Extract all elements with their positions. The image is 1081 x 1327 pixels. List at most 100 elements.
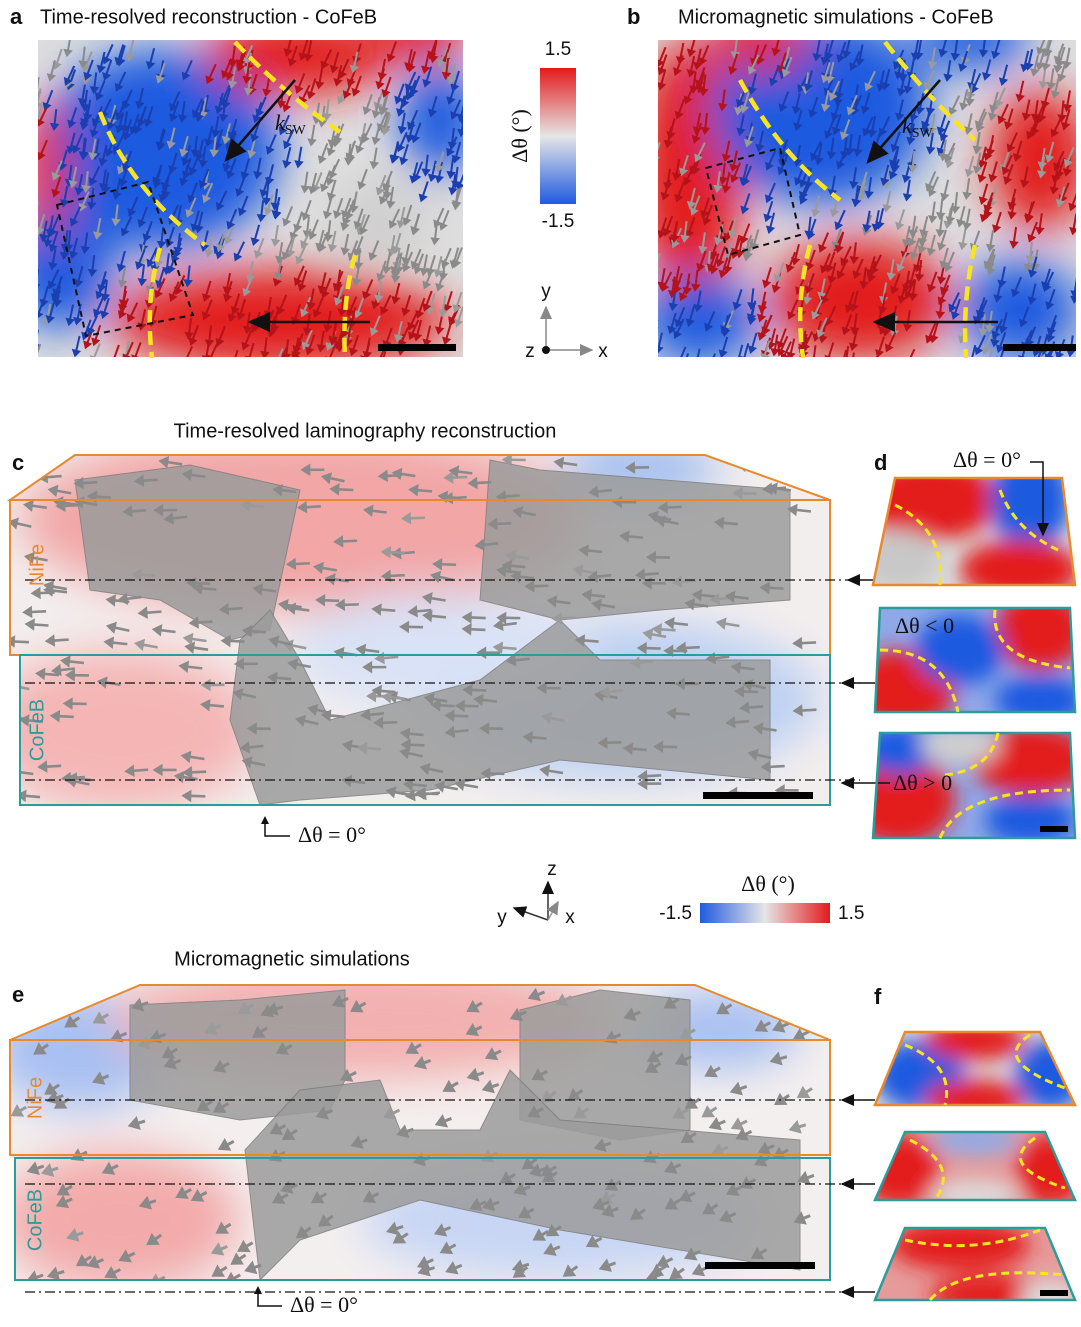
moment-arrow-head xyxy=(1042,366,1052,374)
moment-arrow-head xyxy=(31,356,40,365)
moment-arrow-head xyxy=(649,148,658,156)
axis-label: x xyxy=(565,907,575,928)
map xyxy=(635,10,1081,375)
scale-bar xyxy=(378,344,456,351)
moment-arrow-head xyxy=(229,362,238,371)
k-sub: SW xyxy=(285,123,307,138)
moment-arrow-head xyxy=(646,277,655,286)
scale-bar xyxy=(1040,826,1068,832)
panel-title: Time-resolved laminography reconstructio… xyxy=(174,420,557,442)
moment-arrow-head xyxy=(110,357,119,366)
colorbar-min: -1.5 xyxy=(542,211,575,232)
axis-y xyxy=(514,908,548,920)
moment-arrow-head xyxy=(705,365,714,374)
blob xyxy=(925,1080,1025,1120)
moment-arrow-head xyxy=(273,360,282,369)
moment-arrow-head xyxy=(10,766,21,778)
moment-arrow xyxy=(3,748,21,749)
moment-arrow xyxy=(649,265,655,281)
moment-arrow xyxy=(653,284,657,301)
moment-arrow xyxy=(742,465,760,468)
moment-arrow-head xyxy=(967,358,976,367)
moment-arrow-head xyxy=(809,359,819,367)
moment-arrow-head xyxy=(752,455,763,467)
annotation: Δθ < 0 xyxy=(895,613,954,638)
moment-arrow-head xyxy=(984,361,993,370)
moment-arrow-head xyxy=(676,358,685,367)
annotation-line xyxy=(258,1292,282,1306)
panel-title: Micromagnetic simulations - CoFeB xyxy=(678,6,994,28)
moment-arrow xyxy=(33,202,38,219)
axis-label: x xyxy=(598,341,608,362)
scale-bar xyxy=(1003,344,1076,351)
colorbar xyxy=(540,68,576,204)
blob xyxy=(960,540,1080,600)
moment-arrow xyxy=(35,330,38,347)
moment-arrow-head xyxy=(996,356,1005,365)
map xyxy=(5,0,480,372)
moment-arrow-head xyxy=(904,360,913,369)
moment-arrow-head xyxy=(795,358,804,366)
axis-label: z xyxy=(525,341,535,362)
map-blobs xyxy=(860,450,1080,600)
annotation: Δθ > 0 xyxy=(893,770,952,795)
annotation: Δθ = 0° xyxy=(953,447,1021,472)
moment-arrow-head xyxy=(1044,360,1053,369)
moment-arrow-head xyxy=(842,360,852,368)
axis-z xyxy=(542,346,550,354)
moment-arrow-head xyxy=(1032,362,1041,371)
moment-arrow xyxy=(758,460,776,462)
colorbar-min: -1.5 xyxy=(659,903,692,924)
moment-arrow xyxy=(35,269,38,286)
panel-label: c xyxy=(12,450,24,475)
moment-arrow-head xyxy=(375,358,384,367)
map xyxy=(0,960,830,1290)
moment-arrow-head xyxy=(734,357,743,366)
moment-arrow-head xyxy=(3,712,13,724)
moment-arrow-head xyxy=(325,356,334,365)
moment-arrow-head xyxy=(377,363,386,372)
map xyxy=(0,430,830,810)
moment-arrow-head xyxy=(740,356,749,365)
scale-bar xyxy=(703,792,813,799)
moment-arrow-head xyxy=(182,357,191,366)
moment-arrow-head xyxy=(6,680,17,692)
moment-arrow-head xyxy=(649,319,658,327)
blob xyxy=(860,530,940,590)
axis-label: z xyxy=(547,859,557,880)
moment-arrow-head xyxy=(838,363,847,372)
colorbar-max: 1.5 xyxy=(545,39,571,60)
annotation-arrow xyxy=(254,1286,262,1294)
annotation-line xyxy=(265,822,290,836)
axis-label: y xyxy=(497,907,507,928)
k-sub: SW xyxy=(912,126,934,141)
moment-arrow-head xyxy=(680,366,689,375)
page: {"panels": { "a": {"label": "a", "title"… xyxy=(0,0,1081,1322)
axis-label: y xyxy=(541,281,551,302)
annotation: Δθ = 0° xyxy=(298,822,366,847)
moment-arrow-head xyxy=(649,297,658,306)
scale-bar xyxy=(705,1262,815,1269)
moment-arrow xyxy=(464,105,467,122)
layer-label: CoFeB xyxy=(24,1189,46,1251)
annotation: Δθ = 0° xyxy=(290,1292,358,1317)
axis-x xyxy=(548,902,558,920)
panel-label: d xyxy=(874,450,887,475)
moment-arrow xyxy=(653,305,656,322)
annotation-arrow xyxy=(261,816,269,824)
colorbar-title: Δθ (°) xyxy=(741,871,795,896)
blob xyxy=(995,590,1081,670)
moment-arrow-head xyxy=(276,358,285,367)
moment-arrow-head xyxy=(847,366,856,374)
moment-arrow-head xyxy=(692,362,701,371)
blob xyxy=(995,675,1081,725)
moment-arrow-head xyxy=(1032,364,1041,373)
map xyxy=(860,450,1080,600)
moment-arrow-head xyxy=(646,282,655,291)
blob xyxy=(930,1125,1020,1155)
panel-label: e xyxy=(12,982,24,1007)
blob xyxy=(920,725,1000,765)
moment-arrow xyxy=(649,272,656,288)
colorbar xyxy=(700,903,830,923)
blob xyxy=(925,1020,1025,1060)
